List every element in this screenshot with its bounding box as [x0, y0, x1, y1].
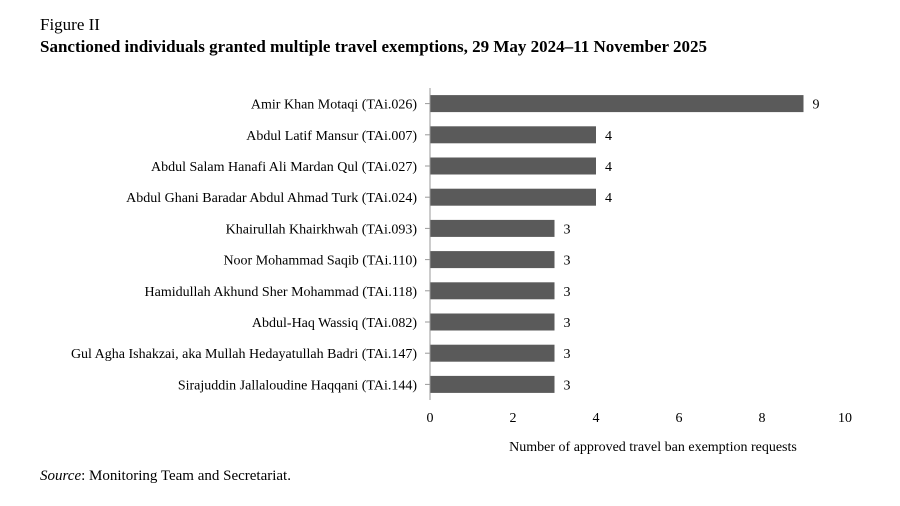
data-label: 9 [813, 98, 820, 113]
bar [430, 375, 555, 393]
data-label: 3 [564, 222, 571, 237]
data-label: 4 [605, 160, 612, 175]
bar [430, 344, 555, 362]
x-tick-label: 10 [838, 411, 852, 426]
x-tick-label: 2 [510, 411, 517, 426]
category-label: Khairullah Khairkhwah (TAi.093) [226, 222, 418, 237]
category-label: Abdul-Haq Wassiq (TAi.082) [252, 316, 417, 331]
category-label: Amir Khan Motaqi (TAi.026) [251, 98, 417, 113]
category-label: Gul Agha Ishakzai, aka Mullah Hedayatull… [71, 347, 417, 362]
data-label: 3 [564, 316, 571, 331]
category-label: Abdul Latif Mansur (TAi.007) [246, 129, 417, 144]
x-tick-label: 8 [759, 411, 766, 426]
bar [430, 313, 555, 331]
category-label: Abdul Ghani Baradar Abdul Ahmad Turk (TA… [126, 191, 417, 206]
x-tick-label: 6 [676, 411, 683, 426]
data-label: 3 [564, 347, 571, 362]
data-label: 3 [564, 378, 571, 393]
bar [430, 188, 596, 206]
x-tick-label: 0 [427, 411, 434, 426]
figure-title: Sanctioned individuals granted multiple … [40, 37, 707, 56]
category-label: Hamidullah Akhund Sher Mohammad (TAi.118… [145, 285, 418, 300]
source-text: : Monitoring Team and Secretariat. [81, 468, 291, 484]
data-label: 4 [605, 129, 612, 144]
category-label: Sirajuddin Jallaloudine Haqqani (TAi.144… [178, 378, 418, 393]
x-axis-title: Number of approved travel ban exemption … [509, 440, 797, 455]
bar [430, 251, 555, 269]
category-label: Noor Mohammad Saqib (TAi.110) [223, 254, 417, 269]
bar [430, 157, 596, 175]
source-prefix: Source [40, 468, 82, 484]
bar [430, 126, 596, 144]
bar [430, 282, 555, 300]
figure-label: Figure II [40, 15, 100, 34]
x-tick-label: 4 [593, 411, 600, 426]
data-label: 3 [564, 254, 571, 269]
data-label: 4 [605, 191, 612, 206]
bar [430, 95, 804, 113]
source-note: Source: Monitoring Team and Secretariat. [40, 468, 291, 485]
data-label: 3 [564, 285, 571, 300]
bar [430, 219, 555, 237]
category-label: Abdul Salam Hanafi Ali Mardan Qul (TAi.0… [151, 160, 417, 175]
